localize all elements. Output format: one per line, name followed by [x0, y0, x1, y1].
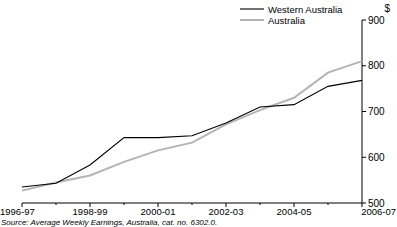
y-tick	[362, 157, 366, 158]
y-tick	[362, 203, 366, 204]
x-tick-label: 2002-03	[209, 206, 244, 217]
y-tick	[362, 20, 366, 21]
series-line	[22, 61, 362, 190]
x-tick-label: 1996-97	[0, 206, 35, 217]
legend-key	[240, 19, 264, 21]
y-tick-label: 900	[368, 15, 385, 26]
y-axis-label: $	[384, 3, 390, 14]
x-tick	[260, 203, 261, 205]
series-line	[22, 80, 362, 187]
x-tick-label: 2004-05	[277, 206, 312, 217]
y-tick-label: 700	[368, 106, 385, 117]
x-tick	[124, 203, 125, 205]
plot-lines	[22, 61, 362, 190]
legend-label: Australia	[268, 15, 306, 26]
x-tick-label: 1998-99	[73, 206, 108, 217]
y-tick-label: 800	[368, 60, 385, 71]
x-tick-label: 2000-01	[141, 206, 176, 217]
y-tick	[362, 111, 366, 112]
y-tick-label: 600	[368, 152, 385, 163]
x-tick	[328, 203, 329, 205]
x-tick	[192, 203, 193, 205]
legend-key	[240, 8, 264, 9]
source: Source: Average Weekly Earnings, Austral…	[1, 218, 217, 227]
y-tick	[362, 65, 366, 66]
x-tick	[56, 203, 57, 205]
x-tick-label: 2006-07	[361, 206, 396, 217]
legend-label: Western Australia	[268, 4, 343, 15]
